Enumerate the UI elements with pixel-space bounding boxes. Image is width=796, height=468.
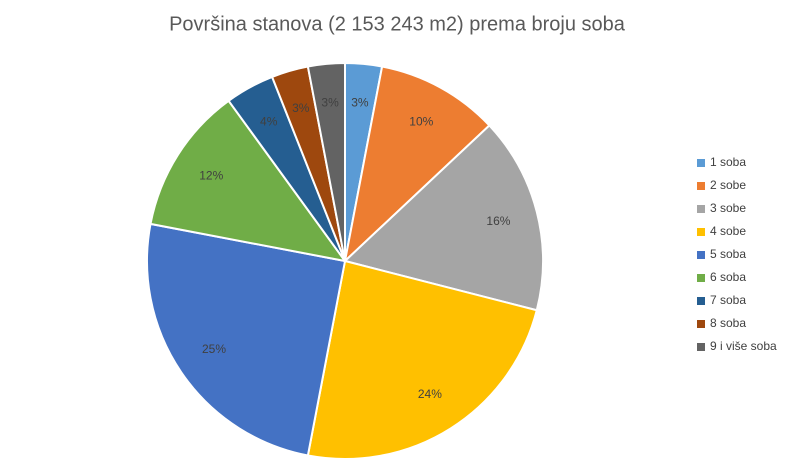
- pie-slice: [306, 61, 346, 262]
- legend-label: 8 soba: [710, 316, 746, 330]
- legend-label: 3 sobe: [710, 201, 746, 215]
- legend-label: 2 sobe: [710, 178, 746, 192]
- data-label: 25%: [202, 342, 226, 356]
- data-label: 12%: [199, 168, 223, 182]
- data-label: 10%: [409, 114, 433, 128]
- data-label: 16%: [486, 214, 510, 228]
- legend-label: 1 soba: [710, 155, 746, 169]
- legend-swatch: [697, 182, 705, 190]
- pie-slice: [343, 65, 491, 264]
- legend-label: 7 soba: [710, 293, 746, 307]
- legend-swatch: [697, 320, 705, 328]
- pie-slice: [306, 259, 538, 460]
- legend-swatch: [697, 251, 705, 259]
- legend-swatch: [697, 205, 705, 213]
- legend-swatch: [697, 343, 705, 351]
- data-label: 3%: [321, 95, 339, 109]
- data-label: 24%: [418, 387, 442, 401]
- pie-slice: [149, 99, 348, 263]
- legend-label: 6 soba: [710, 270, 746, 284]
- legend-label: 5 soba: [710, 247, 746, 261]
- legend-swatch: [697, 228, 705, 236]
- pie-slice: [342, 124, 544, 312]
- pie-slice: [146, 222, 347, 457]
- data-label: 3%: [292, 101, 310, 115]
- data-label: 3%: [351, 95, 369, 109]
- legend-swatch: [697, 274, 705, 282]
- chart-title: Površina stanova (2 153 243 m2) prema br…: [169, 13, 626, 35]
- legend-swatch: [697, 297, 705, 305]
- legend-swatch: [697, 159, 705, 167]
- data-label: 4%: [260, 114, 278, 128]
- legend-label: 4 sobe: [710, 224, 746, 238]
- legend-label: 9 i više soba: [710, 339, 777, 353]
